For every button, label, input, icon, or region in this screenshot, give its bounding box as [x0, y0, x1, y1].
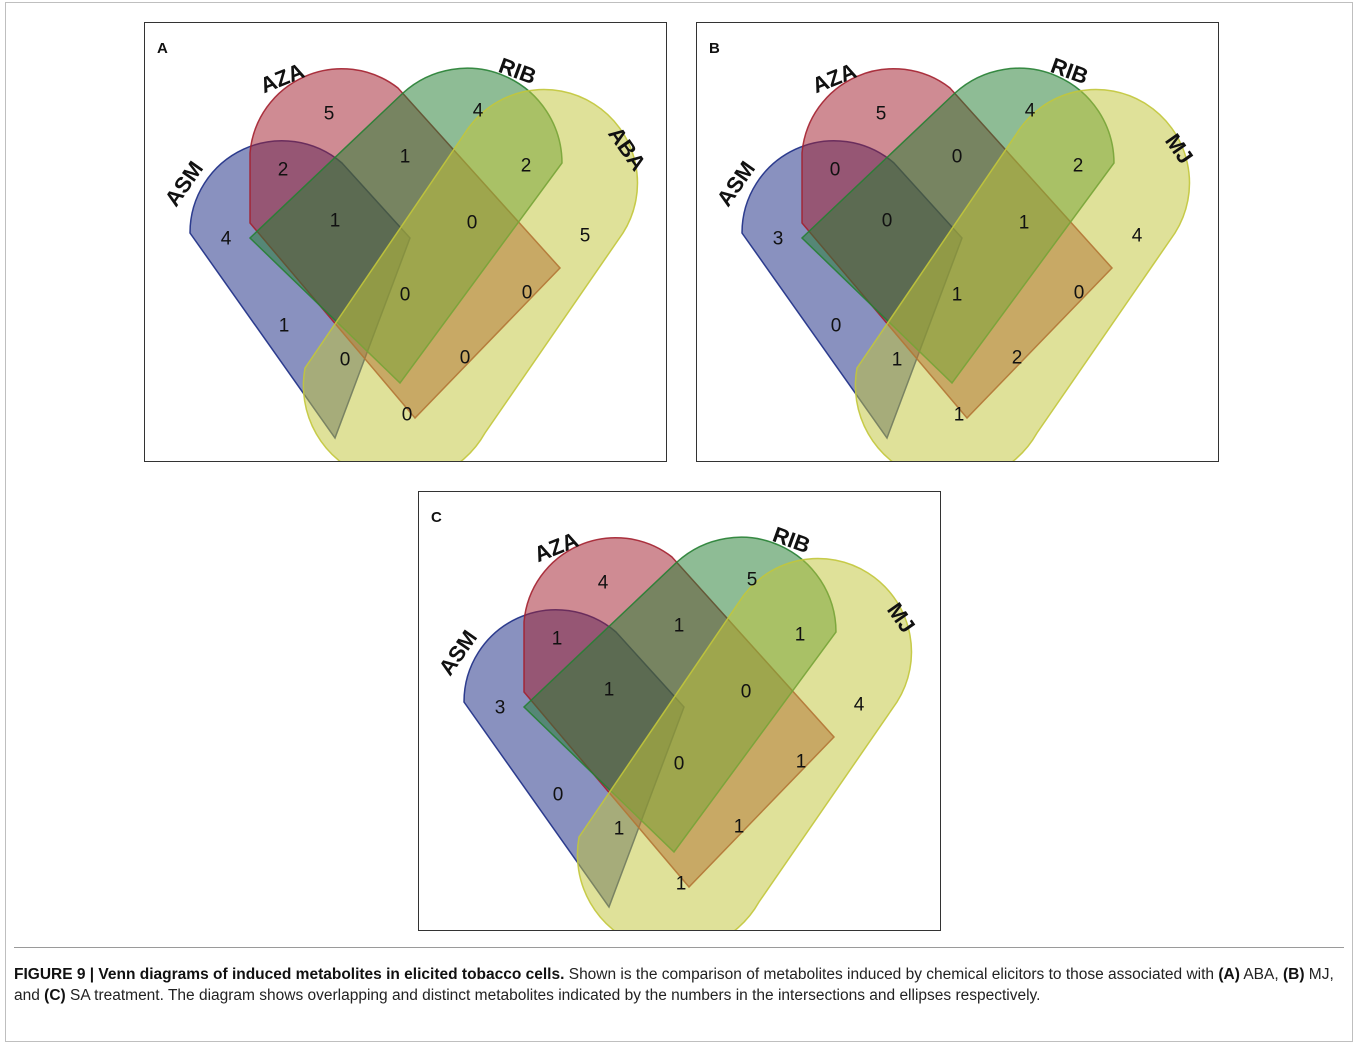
- count-aza-rib-x: 1: [1019, 213, 1030, 234]
- count-aza-rib: 1: [674, 616, 685, 637]
- venn-set-x: [576, 557, 913, 930]
- count-asm-aza-x: 1: [734, 817, 745, 838]
- count-aza-rib: 0: [952, 147, 963, 168]
- count-asm-rib-x: 1: [892, 350, 903, 371]
- count-asm-x: 1: [676, 874, 687, 895]
- count-all: 1: [952, 285, 963, 306]
- venn-panel-b: B ASM AZA RIB MJ 3 5 4 4 0 0 2 0 1 0 1 0 1 2 1: [696, 22, 1219, 462]
- count-asm-only: 3: [495, 698, 506, 719]
- count-asm-x: 0: [402, 405, 413, 426]
- count-asm-aza-rib: 0: [882, 211, 893, 232]
- caption-ref-c: (C): [44, 987, 66, 1004]
- count-aza-only: 5: [324, 104, 335, 125]
- count-aza-x: 1: [796, 752, 807, 773]
- count-all: 0: [674, 754, 685, 775]
- venn-panel-a: A ASM AZA RIB ABA 4 5 4 5 2 1 2 1 0 1 0 0 0 0 0: [144, 22, 667, 462]
- count-asm-aza: 0: [830, 160, 841, 181]
- caption-text-1: Shown is the comparison of metabolites i…: [564, 966, 1219, 983]
- count-rib-only: 4: [473, 101, 484, 122]
- count-aza-only: 4: [598, 573, 609, 594]
- count-asm-aza: 1: [552, 629, 563, 650]
- count-rib-x: 2: [521, 156, 532, 177]
- caption-figure-label: FIGURE 9 | Venn diagrams of induced meta…: [14, 966, 565, 983]
- count-rib-only: 4: [1025, 101, 1036, 122]
- caption-text-3: MJ, and: [14, 966, 1334, 1004]
- caption-ref-b: (B): [1282, 966, 1305, 983]
- count-asm-rib-x: 1: [614, 819, 625, 840]
- count-aza-rib: 1: [400, 147, 411, 168]
- caption-ref-a: (A): [1218, 966, 1240, 983]
- venn-set-x: [302, 88, 639, 461]
- count-rib-x: 1: [795, 625, 806, 646]
- count-aza-only: 5: [876, 104, 887, 125]
- count-asm-rib: 0: [831, 316, 842, 337]
- panel-letter: B: [709, 40, 720, 57]
- count-rib-only: 5: [747, 570, 758, 591]
- caption-text-2: ABA,: [1239, 966, 1283, 983]
- count-asm-rib: 0: [553, 785, 564, 806]
- count-aza-rib-x: 0: [741, 682, 752, 703]
- count-asm-rib: 1: [279, 316, 290, 337]
- panel-letter: C: [431, 509, 442, 526]
- panel-letter: A: [157, 40, 168, 57]
- count-asm-aza-rib: 1: [330, 211, 341, 232]
- count-asm-only: 4: [221, 229, 232, 250]
- venn-panel-c: C ASM AZA RIB MJ 3 4 5 4 1 1 1 1 0 0 0 1 1 1 1: [418, 491, 941, 931]
- count-aza-x: 0: [1074, 283, 1085, 304]
- venn-set-x: [854, 88, 1191, 461]
- count-asm-aza-x: 2: [1012, 348, 1023, 369]
- count-aza-x: 0: [522, 283, 533, 304]
- count-x-only: 5: [580, 226, 591, 247]
- figure-caption: FIGURE 9 | Venn diagrams of induced meta…: [14, 964, 1339, 1006]
- count-asm-aza-rib: 1: [604, 680, 615, 701]
- count-asm-rib-x: 0: [340, 350, 351, 371]
- count-all: 0: [400, 285, 411, 306]
- count-aza-rib-x: 0: [467, 213, 478, 234]
- caption-divider: [14, 947, 1344, 948]
- count-asm-aza-x: 0: [460, 348, 471, 369]
- count-asm-x: 1: [954, 405, 965, 426]
- count-x-only: 4: [854, 695, 865, 716]
- count-x-only: 4: [1132, 226, 1143, 247]
- caption-text-4: SA treatment. The diagram shows overlapp…: [65, 987, 1041, 1004]
- count-asm-only: 3: [773, 229, 784, 250]
- figure-frame: [5, 2, 1353, 1042]
- count-rib-x: 2: [1073, 156, 1084, 177]
- count-asm-aza: 2: [278, 160, 289, 181]
